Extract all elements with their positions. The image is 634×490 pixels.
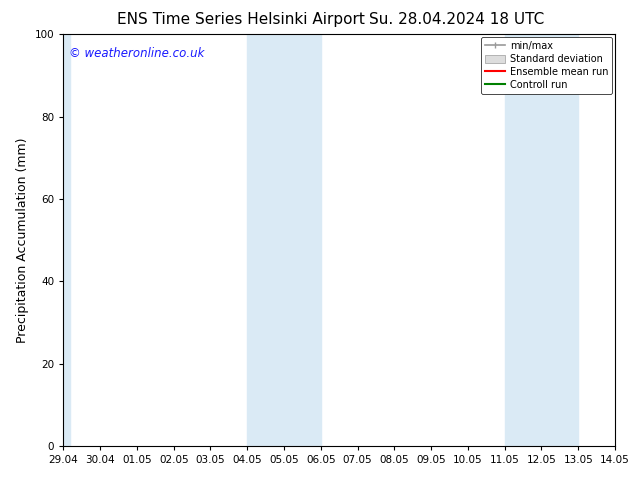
Legend: min/max, Standard deviation, Ensemble mean run, Controll run: min/max, Standard deviation, Ensemble me… <box>481 37 612 94</box>
Text: ENS Time Series Helsinki Airport: ENS Time Series Helsinki Airport <box>117 12 365 27</box>
Bar <box>505 34 578 446</box>
Bar <box>247 34 321 446</box>
Text: Su. 28.04.2024 18 UTC: Su. 28.04.2024 18 UTC <box>369 12 544 27</box>
Text: © weatheronline.co.uk: © weatheronline.co.uk <box>69 47 204 60</box>
Bar <box>63 34 70 446</box>
Y-axis label: Precipitation Accumulation (mm): Precipitation Accumulation (mm) <box>16 137 29 343</box>
